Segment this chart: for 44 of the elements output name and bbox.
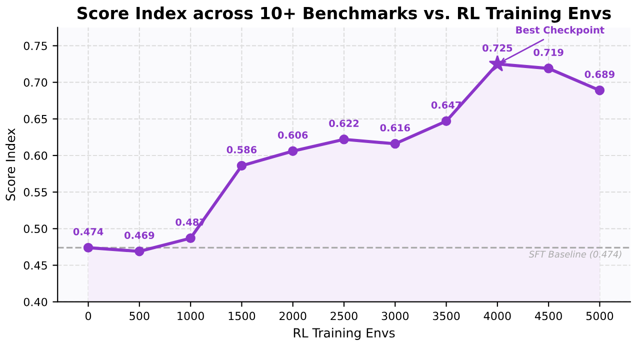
y-tick-label: 0.40 bbox=[24, 298, 48, 306]
y-tick-label: 0.75 bbox=[24, 42, 47, 50]
point bbox=[594, 86, 605, 96]
x-axis-title: RL Training Envs bbox=[294, 328, 395, 340]
y-tick-label: 0.60 bbox=[24, 151, 48, 160]
y-tick-label: 0.50 bbox=[24, 224, 48, 234]
point bbox=[236, 160, 247, 171]
data-label: 0.622 bbox=[329, 120, 359, 128]
x-tick-label: 5000 bbox=[586, 312, 614, 320]
data-label: 0.616 bbox=[380, 124, 410, 132]
y-axis-title: Score Index bbox=[5, 128, 16, 201]
x-tick-label: 4500 bbox=[534, 312, 562, 320]
point bbox=[186, 233, 196, 244]
data-label: 0.474 bbox=[73, 228, 104, 236]
point bbox=[339, 134, 349, 144]
y-tick-label: 0.65 bbox=[24, 114, 47, 124]
x-tick-label: 1000 bbox=[178, 312, 204, 320]
annotation: Best Checkpoint bbox=[516, 26, 604, 36]
y-tick-label: 0.55 bbox=[24, 188, 47, 196]
point bbox=[134, 246, 144, 256]
chart-title: Score Index across 10+ Benchmarks vs. RL Training Envs bbox=[78, 6, 611, 23]
data-label: 0.586 bbox=[226, 146, 257, 154]
x-tick-label: 1500 bbox=[228, 312, 256, 320]
data-label: 0.689 bbox=[584, 70, 614, 78]
point bbox=[441, 116, 452, 126]
x-tick-label: 4000 bbox=[484, 312, 511, 320]
data-label: 0.606 bbox=[278, 131, 308, 139]
y-tick-label: 0.70 bbox=[24, 78, 48, 87]
point bbox=[288, 146, 298, 156]
x-tick-label: 3500 bbox=[432, 312, 460, 320]
x-tick-label: 2000 bbox=[280, 312, 306, 320]
point bbox=[488, 55, 506, 72]
x-tick-label: 2500 bbox=[330, 312, 358, 320]
x-tick-label: 0 bbox=[85, 312, 92, 320]
data-label: 0.469 bbox=[124, 232, 154, 239]
x-tick-label: 500 bbox=[130, 312, 150, 320]
point bbox=[390, 138, 400, 149]
data-label: 0.725 bbox=[482, 44, 512, 52]
y-tick-label: 0.45 bbox=[24, 261, 47, 270]
data-label: 0.719 bbox=[534, 48, 564, 56]
point bbox=[544, 64, 554, 74]
x-tick-label: 3000 bbox=[382, 312, 409, 320]
ref-line-label: SFT Baseline (0.474) bbox=[528, 250, 622, 259]
point bbox=[83, 242, 94, 253]
